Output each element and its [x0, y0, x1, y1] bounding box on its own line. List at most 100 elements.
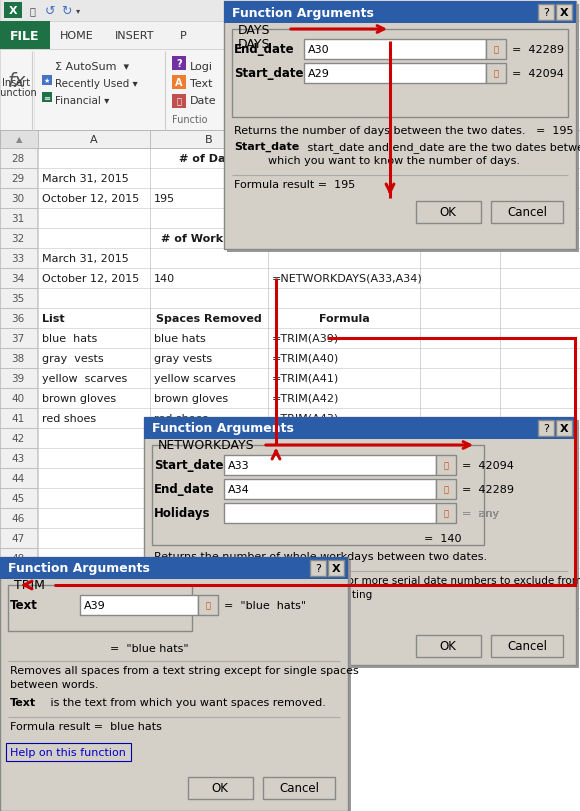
Text: DAYS: DAYS [238, 38, 270, 51]
Text: Recently Used ▾: Recently Used ▾ [55, 79, 138, 89]
Bar [0, 388, 580, 409]
Text: A29: A29 [308, 69, 330, 79]
Text: 29: 29 [12, 174, 24, 184]
Text: Cancel: Cancel [507, 640, 547, 653]
Bar [224, 479, 436, 500]
Text: 📅: 📅 [444, 508, 448, 518]
Text: is the text from which you want spaces removed.: is the text from which you want spaces r… [40, 697, 326, 707]
Text: Insert: Insert [2, 78, 30, 88]
Text: Formula: Formula [318, 234, 369, 243]
Text: End_date: End_date [234, 44, 295, 57]
Bar [0, 588, 580, 608]
Bar [538, 420, 554, 436]
Text: ?: ? [176, 59, 182, 69]
Text: FILE: FILE [10, 29, 40, 42]
Text: 45: 45 [12, 493, 24, 504]
Text: red shoes: red shoes [42, 414, 96, 423]
Bar [0, 131, 38, 148]
Text: =TRIM(A42): =TRIM(A42) [272, 393, 339, 404]
Bar [0, 548, 580, 569]
Bar [328, 560, 344, 577]
Text: yellow scarves: yellow scarves [154, 374, 235, 384]
Text: Text: Text [190, 79, 212, 89]
Bar [224, 2, 576, 24]
Text: Σ AutoSum  ▾: Σ AutoSum ▾ [55, 62, 129, 72]
Bar [80, 595, 198, 616]
Text: P: P [180, 31, 187, 41]
Text: List: List [42, 314, 64, 324]
Bar [0, 169, 580, 189]
Bar [8, 586, 192, 631]
Text: 38: 38 [12, 354, 24, 363]
Bar [0, 229, 37, 249]
Text: ≡: ≡ [44, 93, 50, 102]
Text: Removes all spaces from a text string except for single spaces: Removes all spaces from a text string ex… [10, 665, 359, 676]
Text: gray vests: gray vests [154, 354, 212, 363]
Bar [310, 560, 326, 577]
Bar [172, 76, 186, 90]
Text: Help on this function: Help on this function [10, 747, 126, 757]
Bar [0, 309, 37, 328]
Text: yellow  scarves: yellow scarves [42, 374, 127, 384]
Text: =  42094: = 42094 [512, 69, 564, 79]
Text: 42: 42 [12, 433, 24, 444]
Text: Formula: Formula [318, 154, 369, 164]
Text: INSERT: INSERT [115, 31, 154, 41]
Text: October 12, 2015: October 12, 2015 [42, 194, 139, 204]
Text: A39: A39 [84, 600, 106, 610]
Text: A30: A30 [308, 45, 329, 55]
Bar [42, 76, 52, 86]
Bar [0, 588, 37, 608]
Text: 50: 50 [12, 594, 24, 603]
Text: brown gloves: brown gloves [42, 393, 116, 404]
Text: Function: Function [0, 88, 37, 98]
Bar [556, 420, 572, 436]
Bar [0, 368, 580, 388]
Bar [0, 229, 580, 249]
Bar [0, 488, 580, 508]
Text: 44: 44 [12, 474, 24, 483]
Bar [538, 5, 554, 21]
Bar [0, 388, 37, 409]
Text: 49: 49 [12, 573, 24, 583]
Bar [152, 445, 484, 545]
Bar [0, 249, 37, 268]
Bar [224, 456, 436, 475]
Bar [0, 528, 37, 548]
Bar [224, 2, 576, 250]
Bar [486, 40, 506, 60]
Text: 43: 43 [12, 453, 24, 463]
Bar [0, 508, 37, 528]
Text: =  42289: = 42289 [462, 484, 514, 495]
Text: ↺: ↺ [45, 5, 55, 18]
Bar [232, 30, 568, 118]
Text: =TRIM(A43): =TRIM(A43) [272, 414, 339, 423]
Text: its state and federal holidays and floating: its state and federal holidays and float… [154, 590, 372, 599]
Text: =  "blue hats": = "blue hats" [110, 643, 188, 653]
Text: 40: 40 [12, 393, 24, 404]
Bar [172, 95, 186, 109]
Bar [42, 93, 52, 103]
Text: NETWORKDAYS: NETWORKDAYS [158, 439, 255, 452]
Bar [304, 64, 486, 84]
Text: ★: ★ [44, 78, 50, 84]
Bar [0, 249, 580, 268]
Bar [0, 131, 580, 148]
Text: blue hats: blue hats [154, 333, 206, 344]
Bar [0, 508, 580, 528]
Bar [0, 428, 37, 448]
Text: =NETWORKDAYS(A33,A34): =NETWORKDAYS(A33,A34) [272, 273, 423, 284]
Bar [491, 202, 563, 224]
Text: =  any: = any [462, 508, 499, 518]
Text: DAYS: DAYS [238, 24, 270, 36]
Bar [0, 368, 37, 388]
Text: Function Arguments: Function Arguments [152, 422, 294, 435]
Text: ?: ? [315, 564, 321, 573]
Text: X: X [560, 8, 568, 18]
Text: =  any: = any [462, 508, 499, 518]
Bar [486, 64, 506, 84]
Text: 47: 47 [12, 534, 24, 543]
Text: Functio: Functio [172, 115, 208, 125]
Bar [0, 548, 37, 569]
Bar [227, 5, 579, 253]
